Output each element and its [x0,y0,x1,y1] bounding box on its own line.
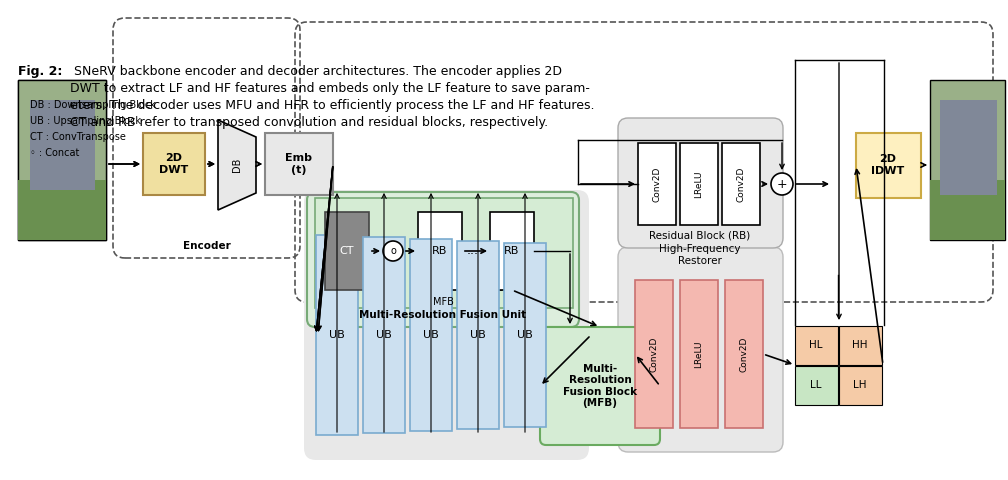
Bar [410,239,452,431]
Bar [795,326,838,365]
Text: CT : ConvTranspose: CT : ConvTranspose [30,132,126,142]
Text: HL: HL [809,340,823,350]
Text: MFB: MFB [432,297,454,307]
Bar [725,280,763,428]
Text: ◦ : Concat: ◦ : Concat [30,148,80,158]
Text: Multi-Resolution Fusion Unit: Multi-Resolution Fusion Unit [360,310,526,320]
Bar [18,180,106,240]
Text: LL: LL [810,380,822,390]
Bar [839,326,882,365]
Bar [18,80,106,240]
FancyBboxPatch shape [307,192,579,327]
FancyBboxPatch shape [618,247,783,452]
Bar [265,133,333,195]
Bar [418,212,462,290]
Circle shape [771,173,793,195]
Text: ...: ... [467,244,479,257]
Text: Multi-
Resolution
Fusion Block
(MFB): Multi- Resolution Fusion Block (MFB) [562,364,637,408]
Bar [930,180,1005,240]
Polygon shape [218,120,256,210]
Bar [504,243,546,427]
Text: Residual Block (RB): Residual Block (RB) [649,231,751,241]
Text: CT: CT [340,246,354,256]
Text: UB : Upsampling Block: UB : Upsampling Block [30,116,141,126]
Text: UB: UB [517,330,533,340]
Bar [363,237,405,433]
Bar [314,198,573,308]
Bar [490,212,534,290]
Text: DB : Downsampling Block: DB : Downsampling Block [30,100,156,110]
Circle shape [383,241,403,261]
Text: RB: RB [432,246,448,256]
Text: LH: LH [853,380,867,390]
Bar [940,100,997,195]
Text: SNeRV backbone encoder and decoder architectures. The encoder applies 2D
DWT to : SNeRV backbone encoder and decoder archi… [70,65,595,129]
Bar [30,100,95,190]
Text: Emb
(t): Emb (t) [285,153,312,175]
Bar [680,280,718,428]
Text: Decoder: Decoder [483,283,527,293]
Text: Fig. 2:: Fig. 2: [18,65,62,78]
Text: Conv2D: Conv2D [649,336,658,372]
FancyBboxPatch shape [304,190,589,460]
Bar [930,80,1005,240]
FancyBboxPatch shape [618,118,783,248]
Text: o: o [390,246,396,256]
Text: DB: DB [232,158,242,172]
Bar [680,143,718,225]
Text: High-Frequency
Restorer: High-Frequency Restorer [659,244,741,266]
Text: 2D
IDWT: 2D IDWT [871,154,904,176]
Bar [856,133,921,198]
Text: UB: UB [423,330,438,340]
Text: Conv2D: Conv2D [737,166,746,202]
Bar [325,212,369,290]
Bar [638,143,676,225]
Bar [143,133,205,195]
Text: 2D
DWT: 2D DWT [159,153,188,175]
Text: LReLU: LReLU [695,340,704,368]
Bar [18,80,106,240]
Text: RB: RB [504,246,520,256]
Text: UB: UB [470,330,486,340]
Text: LReLU: LReLU [695,170,704,198]
FancyBboxPatch shape [540,327,660,445]
Text: UB: UB [376,330,392,340]
Bar [635,280,673,428]
Text: HH: HH [852,340,868,350]
Bar [316,235,358,435]
Bar [839,366,882,405]
Bar [457,241,499,429]
Text: +: + [777,178,787,191]
Text: Conv2D: Conv2D [652,166,661,202]
Bar [795,366,838,405]
Text: Conv2D: Conv2D [740,336,749,372]
Text: Encoder: Encoder [183,241,231,251]
Bar [722,143,760,225]
Text: UB: UB [330,330,345,340]
